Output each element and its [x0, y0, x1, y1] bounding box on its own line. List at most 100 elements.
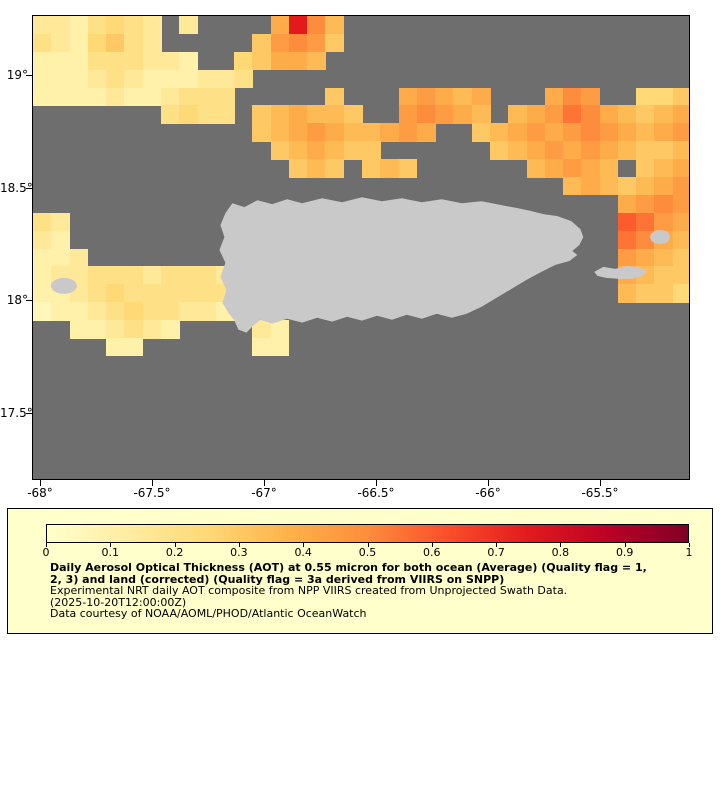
aot-cell [654, 284, 674, 303]
colorbar-tick-mark [496, 543, 498, 547]
aot-cell [544, 87, 564, 106]
colorbar-tick-label: 0 [42, 546, 50, 559]
colorbar-tick-label: 1 [685, 546, 693, 559]
aot-cell [160, 69, 180, 89]
aot-cell [51, 16, 71, 35]
aot-cell [106, 33, 125, 53]
aot-cell [142, 87, 162, 106]
colorbar-tick-label: 0.3 [230, 546, 248, 559]
aot-cell [142, 266, 162, 285]
aot-cell [124, 33, 144, 53]
aot-cell [51, 87, 71, 106]
aot-cell [69, 266, 89, 285]
aot-cell [654, 194, 674, 214]
aot-cell [489, 123, 509, 142]
aot-cell [142, 51, 162, 71]
aot-cell [51, 33, 71, 53]
x-axis-tick-mark [376, 480, 377, 486]
aot-cell [142, 16, 162, 35]
aot-cell [124, 320, 144, 339]
x-axis-tick-label: -67.5° [133, 486, 171, 500]
aot-cell [343, 105, 363, 124]
aot-cell [33, 302, 52, 321]
aot-cell [270, 16, 290, 35]
aot-cell [636, 194, 656, 214]
aot-cell [563, 105, 582, 124]
aot-cell [51, 248, 71, 267]
aot-cell [307, 123, 327, 142]
aot-cell [33, 266, 52, 285]
aot-cell [270, 141, 290, 160]
aot-cell [672, 159, 689, 178]
colorbar-tick-label: 0.1 [101, 546, 120, 559]
aot-cell [636, 176, 656, 196]
aot-cell [636, 284, 656, 303]
aot-cell [398, 87, 418, 106]
aot-cell [398, 159, 418, 178]
aot-cell [636, 87, 656, 106]
aot-cell [179, 266, 199, 285]
aot-cell [270, 123, 290, 142]
aot-cell [672, 87, 689, 106]
aot-cell [599, 159, 619, 178]
aot-cell [51, 212, 71, 232]
aot-cell [362, 159, 381, 178]
aot-cell [581, 176, 601, 196]
aot-cell [270, 33, 290, 53]
aot-cell [87, 87, 107, 106]
aot-cell [325, 105, 345, 124]
aot-cell [270, 320, 290, 339]
aot-cell [33, 33, 52, 53]
aot-cell [197, 105, 217, 124]
aot-cell [343, 141, 363, 160]
aot-cell [599, 141, 619, 160]
aot-cell [581, 87, 601, 106]
y-axis-tick-label: 18° [6, 293, 28, 307]
aot-cell [234, 69, 253, 89]
aot-cell [288, 141, 308, 160]
aot-cell [617, 176, 637, 196]
legend-credit: Data courtesy of NOAA/AOML/PHOD/Atlantic… [50, 607, 367, 621]
aot-cell [160, 302, 180, 321]
aot-cell [325, 159, 345, 178]
x-axis-tick-label: -65.5° [581, 486, 619, 500]
aot-raster [33, 16, 689, 479]
aot-cell [563, 176, 582, 196]
aot-cell [325, 123, 345, 142]
x-axis-tick-mark [488, 480, 489, 486]
colorbar-tick-label: 0.2 [165, 546, 184, 559]
aot-cell [87, 302, 107, 321]
aot-cell [508, 123, 528, 142]
aot-cell [654, 123, 674, 142]
x-axis-tick-mark [40, 480, 41, 486]
colorbar-tick-label: 0.9 [615, 546, 634, 559]
aot-cell [124, 284, 144, 303]
aot-cell [288, 51, 308, 71]
aot-cell [288, 33, 308, 53]
aot-cell [69, 320, 89, 339]
aot-cell [33, 69, 52, 89]
aot-cell [252, 33, 272, 53]
aot-cell [124, 337, 144, 357]
aot-cell [453, 87, 473, 106]
aot-cell [69, 69, 89, 89]
aot-cell [471, 123, 491, 142]
aot-cell [270, 337, 290, 357]
aot-cell [106, 284, 125, 303]
aot-cell [617, 212, 637, 232]
aot-cell [234, 51, 253, 71]
aot-cell [179, 16, 199, 35]
aot-cell [362, 123, 381, 142]
aot-cell [288, 159, 308, 178]
aot-cell [672, 266, 689, 285]
aot-cell [416, 105, 436, 124]
aot-cell [270, 105, 290, 124]
colorbar-tick-mark [431, 543, 433, 547]
aot-cell [124, 69, 144, 89]
aot-cell [489, 141, 509, 160]
aot-cell [179, 284, 199, 303]
aot-cell [160, 284, 180, 303]
aot-cell [380, 159, 400, 178]
aot-cell [179, 87, 199, 106]
